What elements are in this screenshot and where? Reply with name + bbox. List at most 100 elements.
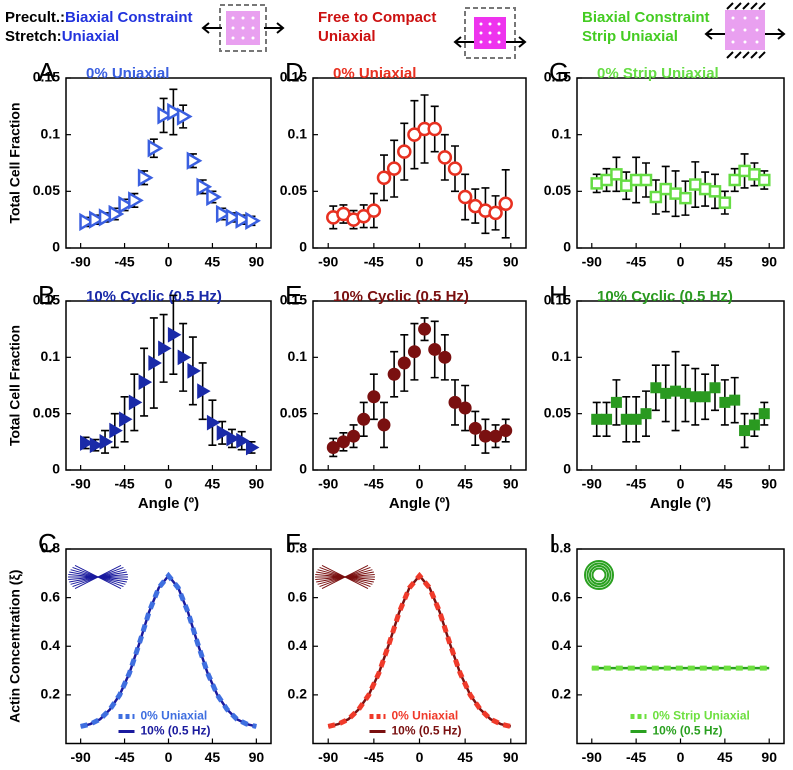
header-line: Precult.:Biaxial Constraint: [5, 9, 193, 26]
marker: [437, 150, 453, 165]
marker: [610, 396, 622, 408]
marker: [158, 340, 172, 357]
x-tick-label: 90: [503, 254, 519, 270]
y-tick-label: 0.4: [288, 637, 308, 653]
header-line: Free to Compact: [318, 9, 436, 26]
marker: [336, 435, 350, 449]
x-tick-label: -45: [364, 476, 384, 492]
x-axis-label: Angle (º): [389, 495, 450, 512]
y-tick-label: 0.1: [552, 348, 572, 364]
y-tick-label: 0.4: [552, 637, 572, 653]
plot-frame: [576, 300, 785, 471]
marker: [157, 106, 174, 125]
pictogram: [453, 7, 527, 59]
marker: [245, 439, 260, 456]
x-tick-label: -90: [318, 254, 338, 270]
panel-title: 0% Uniaxial: [86, 65, 169, 82]
marker: [428, 342, 442, 356]
marker: [89, 210, 105, 229]
x-tick-label: -90: [71, 749, 91, 765]
marker: [215, 204, 232, 224]
marker: [418, 322, 432, 336]
y-tick-label: 0.1: [288, 125, 308, 141]
marker: [679, 387, 691, 399]
marker: [468, 421, 482, 435]
inset-stroke: [74, 564, 122, 590]
marker: [109, 422, 123, 439]
marker: [167, 326, 182, 343]
x-tick-label: 0: [416, 749, 424, 765]
x-tick-label: 0: [677, 749, 685, 765]
marker: [226, 430, 240, 447]
y-axis-label: Total Cell Fraction: [7, 325, 23, 446]
y-tick-label: 0.05: [33, 182, 60, 198]
legend-label: 10% (0.5 Hz): [141, 724, 211, 738]
marker: [197, 383, 211, 400]
inset-stroke: [321, 564, 369, 590]
header-text: Uniaxial: [62, 28, 120, 45]
marker: [458, 401, 472, 415]
y-tick-label: 0.2: [552, 686, 572, 702]
marker: [357, 412, 371, 426]
x-tick-label: 0: [165, 749, 173, 765]
marker: [708, 185, 722, 198]
marker: [89, 437, 104, 454]
marker: [245, 211, 261, 230]
marker: [366, 203, 382, 218]
panel-title: 0% Uniaxial: [333, 65, 416, 82]
marker: [235, 210, 252, 229]
x-tick-label: 90: [761, 749, 777, 765]
header-line: Biaxial Constraint: [582, 9, 710, 26]
inset-ring: [586, 562, 612, 588]
marker: [640, 408, 652, 420]
marker: [748, 168, 761, 181]
x-axis-label: Angle (ϕ): [135, 768, 202, 770]
marker: [186, 151, 203, 170]
y-tick-label: 0.8: [288, 540, 308, 556]
y-tick-label: 0.15: [280, 292, 307, 308]
y-tick-label: 0.1: [41, 125, 61, 141]
marker: [630, 413, 642, 425]
marker: [206, 187, 222, 207]
x-tick-label: 90: [503, 476, 519, 492]
marker: [689, 178, 702, 191]
inset-ring: [589, 565, 609, 585]
y-tick-label: 0.15: [544, 69, 571, 85]
y-tick-label: 0: [563, 239, 571, 255]
x-tick-label: -45: [364, 749, 384, 765]
marker: [729, 394, 741, 406]
x-tick-label: 90: [761, 254, 777, 270]
x-tick-label: 0: [416, 254, 424, 270]
panel-letter: E: [285, 280, 302, 310]
marker: [457, 189, 473, 205]
marker: [728, 173, 741, 187]
legend-label: 0% Uniaxial: [392, 709, 459, 723]
x-tick-label: 90: [249, 254, 265, 270]
marker: [488, 205, 503, 221]
marker: [128, 191, 144, 210]
marker: [177, 349, 192, 366]
marker: [108, 204, 125, 224]
marker: [427, 121, 442, 137]
y-tick-label: 0.2: [41, 686, 61, 702]
marker: [376, 170, 392, 185]
y-tick-label: 0.4: [41, 637, 61, 653]
marker: [80, 435, 94, 451]
marker: [236, 432, 250, 449]
x-tick-label: 0: [677, 476, 685, 492]
marker: [377, 418, 391, 432]
marker: [119, 411, 133, 428]
marker: [600, 173, 613, 187]
legend-label: 10% (0.5 Hz): [653, 724, 723, 738]
curve: [327, 573, 512, 728]
marker: [118, 195, 135, 215]
marker: [709, 382, 721, 394]
marker: [387, 367, 401, 381]
marker: [148, 355, 162, 371]
x-tick-label: 90: [761, 476, 777, 492]
x-tick-label: -90: [582, 476, 602, 492]
y-tick-label: 0.6: [288, 588, 308, 604]
marker: [216, 424, 231, 441]
marker: [610, 168, 623, 181]
marker: [620, 413, 632, 425]
